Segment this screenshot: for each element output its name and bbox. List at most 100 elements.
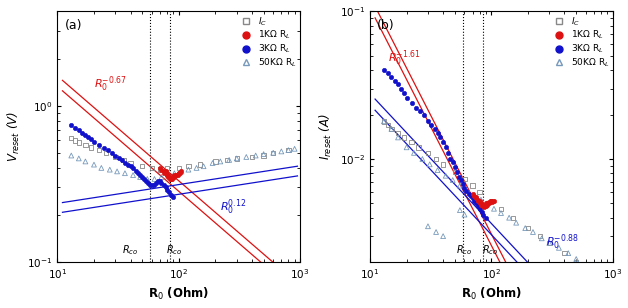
Point [165, 175, 175, 180]
X-axis label: R$_0$ (Ohm): R$_0$ (Ohm) [461, 286, 522, 302]
Point [401, 145, 411, 150]
Point [143, 180, 153, 185]
Point [215, 159, 225, 164]
Point [474, 198, 484, 203]
Point [117, 157, 127, 162]
Point [168, 175, 178, 180]
Text: (b): (b) [377, 19, 395, 32]
Point [455, 183, 465, 188]
Point [563, 251, 573, 256]
Text: R$_0^{-1.61}$: R$_0^{-1.61}$ [388, 48, 421, 68]
Point [460, 185, 470, 190]
Point [66, 136, 76, 141]
Point [139, 176, 149, 181]
Point [70, 138, 80, 143]
Point [168, 175, 178, 180]
Point [461, 188, 471, 193]
Point [463, 278, 474, 283]
Point [89, 139, 99, 144]
Point [166, 192, 176, 197]
Point [383, 123, 393, 128]
Point [171, 172, 181, 177]
Point [441, 173, 451, 178]
Point [74, 156, 84, 161]
Point [159, 171, 169, 176]
Point [423, 119, 433, 124]
Point [411, 106, 421, 111]
Point [151, 180, 161, 185]
Point [176, 169, 187, 174]
Point [84, 135, 94, 140]
Point [433, 131, 443, 136]
Point [183, 164, 193, 169]
Point [508, 215, 518, 220]
Point [208, 160, 218, 165]
Point [455, 208, 465, 213]
Point [458, 181, 468, 186]
Point [443, 150, 453, 155]
Point [448, 160, 458, 165]
Text: $R_{co}$: $R_{co}$ [166, 243, 183, 257]
Point [145, 183, 155, 188]
Point [164, 190, 174, 195]
Point [528, 229, 538, 234]
Point [475, 206, 485, 211]
Point [80, 132, 90, 137]
Point [166, 176, 176, 181]
Point [571, 260, 582, 265]
Point [450, 165, 460, 170]
Point [431, 229, 441, 234]
Point [168, 195, 178, 200]
Point [450, 169, 460, 174]
Point [475, 201, 485, 206]
Point [94, 143, 104, 148]
Text: $R_{co}$: $R_{co}$ [455, 243, 472, 257]
Point [460, 212, 470, 217]
Point [111, 153, 121, 158]
Point [283, 148, 293, 152]
Point [120, 160, 130, 165]
Point [426, 123, 436, 128]
Point [485, 200, 495, 205]
Point [100, 150, 111, 155]
Point [119, 157, 129, 162]
Point [147, 183, 157, 188]
Point [89, 162, 99, 167]
Point [476, 197, 486, 202]
Point [409, 150, 419, 155]
Point [489, 198, 499, 203]
Point [135, 172, 145, 177]
Point [153, 179, 163, 184]
Point [479, 205, 489, 210]
Point [448, 178, 458, 183]
Point [99, 145, 109, 150]
Point [484, 200, 494, 205]
Point [66, 153, 76, 158]
Point [474, 204, 484, 209]
Point [103, 148, 113, 152]
Point [66, 123, 76, 128]
Point [482, 201, 492, 206]
Point [393, 135, 403, 140]
Point [496, 206, 506, 211]
Point [105, 167, 115, 172]
Point [162, 187, 172, 192]
Point [469, 192, 479, 197]
Point [133, 171, 143, 176]
Point [86, 145, 96, 150]
Point [386, 126, 396, 131]
Point [523, 226, 533, 231]
Point [496, 211, 506, 216]
Point [478, 202, 488, 207]
Point [476, 201, 486, 206]
Point [481, 215, 491, 220]
Point [438, 162, 448, 167]
Point [468, 196, 478, 201]
Legend: $I_C$, 1KΩ R$_L$, 3KΩ R$_L$, 50KΩ R$_L$: $I_C$, 1KΩ R$_L$, 3KΩ R$_L$, 50KΩ R$_L$ [236, 14, 298, 70]
Point [183, 167, 193, 172]
Point [475, 189, 485, 194]
Point [163, 172, 173, 177]
Point [161, 185, 171, 190]
Point [480, 204, 490, 209]
Point [175, 171, 185, 176]
